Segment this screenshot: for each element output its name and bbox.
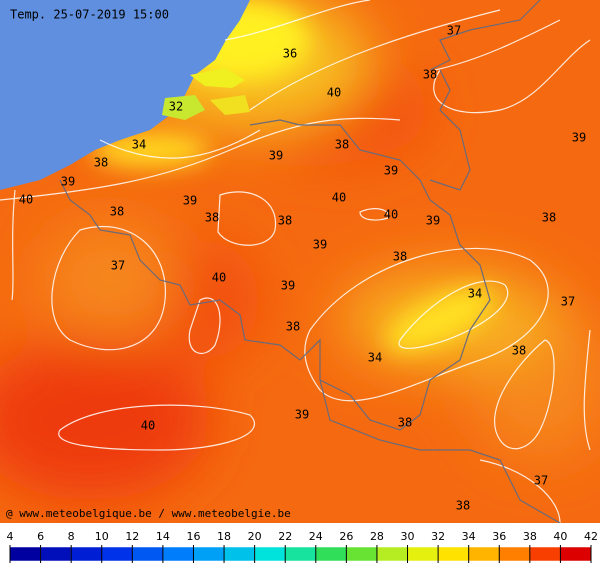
- colorbar-swatch: [529, 546, 561, 562]
- contour-label: 32: [169, 100, 183, 114]
- colorbar-tick-label: 32: [431, 530, 445, 543]
- colorbar-tick-label: 4: [7, 530, 14, 543]
- colorbar-tick-label: 30: [401, 530, 415, 543]
- colorbar: 4 6 8 10 12 14 16 18 20 22 24 26 28 30 32 34 36 38 40 42: [0, 523, 600, 575]
- colorbar-tick-label: 24: [309, 530, 323, 543]
- colorbar-swatch: [376, 546, 408, 562]
- contour-label: 40: [141, 419, 155, 433]
- contour-label: 36: [283, 47, 297, 61]
- contour-labels: 36 37 38 40 32 34 38 39 39 38 39 40 39 40 38 38 38 40 39 38…: [19, 24, 586, 513]
- credit: @ www.meteobelgique.be / www.meteobelgie…: [6, 507, 291, 520]
- colorbar-swatch: [132, 546, 164, 562]
- contour-label: 40: [384, 208, 398, 222]
- colorbar-tick-label: 40: [553, 530, 567, 543]
- contour-label: 39: [269, 149, 283, 163]
- contour-label: 40: [332, 191, 346, 205]
- colorbar-swatch: [223, 546, 255, 562]
- contour-label: 38: [398, 416, 412, 430]
- contour-label: 38: [393, 250, 407, 264]
- contour-label: 38: [278, 214, 292, 228]
- colorbar-tick-label: 12: [125, 530, 139, 543]
- colorbar-tick-label: 16: [186, 530, 200, 543]
- colorbar-swatch: [254, 546, 286, 562]
- colorbar-swatch: [468, 546, 500, 562]
- colorbar-swatch: [315, 546, 347, 562]
- contour-label: 39: [295, 408, 309, 422]
- colorbar-swatch: [560, 546, 592, 562]
- contour-label: 37: [561, 295, 575, 309]
- contour-label: 38: [542, 211, 556, 225]
- colorbar-tick-label: 14: [156, 530, 170, 543]
- contour-label: 37: [534, 474, 548, 488]
- colorbar-swatch: [9, 546, 41, 562]
- colorbar-tick-label: 34: [462, 530, 476, 543]
- colorbar-tick-label: 36: [492, 530, 506, 543]
- contour-label: 39: [426, 214, 440, 228]
- contour-label: 39: [281, 279, 295, 293]
- contour-label: 37: [111, 259, 125, 273]
- contour-label: 39: [313, 238, 327, 252]
- map: [0, 0, 600, 523]
- contour-label: 34: [468, 287, 482, 301]
- colorbar-swatch: [40, 546, 72, 562]
- contour-label: 38: [286, 320, 300, 334]
- contour-label: 38: [335, 138, 349, 152]
- contour-label: 38: [205, 211, 219, 225]
- contour-label: 40: [19, 193, 33, 207]
- contour-label: 40: [327, 86, 341, 100]
- colorbar-tick-label: 42: [584, 530, 598, 543]
- contour-label: 38: [110, 205, 124, 219]
- colorbar-tick-label: 6: [37, 530, 44, 543]
- contour-label: 39: [183, 194, 197, 208]
- contour-label: 39: [61, 175, 75, 189]
- contour-label: 34: [368, 351, 382, 365]
- contour-label: 38: [456, 499, 470, 513]
- map-title: Temp. 25-07-2019 15:00: [10, 8, 169, 22]
- colorbar-tick-label: 28: [370, 530, 384, 543]
- contour-label: 38: [512, 344, 526, 358]
- colorbar-swatch: [162, 546, 194, 562]
- colorbar-tick-label: 18: [217, 530, 231, 543]
- contour-label: 40: [212, 271, 226, 285]
- contour-label: 38: [423, 68, 437, 82]
- contour-label: 37: [447, 24, 461, 38]
- colorbar-swatch: [193, 546, 225, 562]
- colorbar-tick-label: 22: [278, 530, 292, 543]
- contour-label: 38: [94, 156, 108, 170]
- colorbar-tick-label: 20: [248, 530, 262, 543]
- colorbar-tick-label: 38: [523, 530, 537, 543]
- colorbar-swatch: [499, 546, 531, 562]
- contour-label: 39: [384, 164, 398, 178]
- colorbar-swatch: [284, 546, 317, 562]
- colorbar-tick-label: 10: [95, 530, 109, 543]
- colorbar-swatch: [437, 546, 469, 562]
- colorbar-swatch: [346, 546, 378, 562]
- colorbar-swatch: [70, 546, 102, 562]
- colorbar-swatch: [407, 546, 439, 562]
- colorbar-swatch: [101, 546, 133, 562]
- colorbar-tick-label: 8: [68, 530, 75, 543]
- contour-label: 34: [132, 138, 146, 152]
- contour-label: 39: [572, 131, 586, 145]
- colorbar-tick-label: 26: [339, 530, 353, 543]
